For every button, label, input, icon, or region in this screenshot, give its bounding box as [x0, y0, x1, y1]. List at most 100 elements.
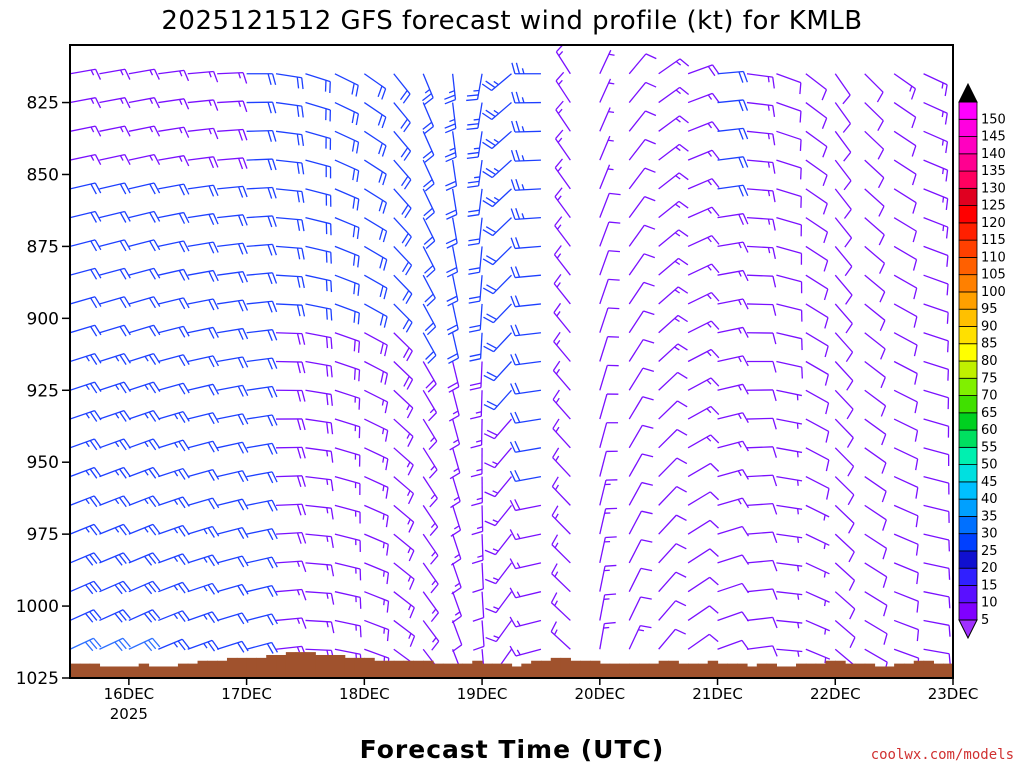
wind-barb	[599, 49, 615, 75]
terrain-column	[99, 666, 110, 678]
terrain-column	[756, 663, 768, 678]
wind-barb	[746, 645, 778, 657]
wind-barb	[628, 625, 652, 650]
colorbar-label: 5	[981, 613, 989, 628]
colorbar-segment	[958, 498, 978, 517]
wind-barb	[334, 389, 361, 410]
wind-barb	[334, 130, 360, 154]
wind-barb	[687, 178, 720, 190]
wind-barb	[893, 73, 917, 100]
wind-barb	[158, 211, 190, 224]
wind-barb	[473, 620, 485, 651]
wind-barb	[776, 274, 803, 294]
wind-barb	[555, 129, 571, 161]
wind-barb	[599, 78, 615, 103]
wind-barb	[893, 303, 918, 328]
wind-barb	[717, 355, 749, 367]
wind-barb	[422, 188, 435, 221]
colorbar-bottom-arrow	[958, 619, 978, 640]
terrain-column	[364, 657, 375, 678]
wind-barb	[128, 153, 161, 165]
wind-barb	[483, 389, 512, 411]
wind-barb	[187, 99, 219, 111]
x-tick-label: 20DEC	[575, 685, 626, 703]
wind-barb	[158, 98, 190, 110]
colorbar-segment	[958, 360, 978, 379]
wind-barb	[217, 299, 249, 312]
wind-barb	[158, 524, 190, 537]
wind-barb	[128, 97, 160, 109]
wind-barb	[864, 360, 886, 389]
wind-barb	[158, 354, 190, 367]
wind-barb	[552, 447, 571, 478]
wind-barb	[471, 534, 484, 565]
terrain-column	[658, 660, 670, 678]
wind-barb	[128, 552, 161, 566]
wind-barb	[393, 619, 416, 647]
terrain-column	[550, 657, 562, 678]
wind-barb	[276, 360, 306, 374]
wind-barb	[864, 245, 886, 274]
terrain-column	[805, 663, 817, 678]
wind-barb	[187, 611, 220, 624]
wind-barb	[446, 303, 459, 336]
wind-barb	[128, 609, 161, 623]
wind-barb	[334, 217, 360, 239]
wind-barb	[158, 581, 190, 594]
terrain-column	[511, 666, 522, 678]
wind-barb	[552, 389, 571, 420]
colorbar-label: 145	[981, 130, 1006, 145]
wind-barb	[864, 102, 884, 131]
wind-barb	[468, 303, 483, 333]
colorbar-label: 25	[981, 544, 998, 559]
wind-barb	[70, 125, 102, 137]
terrain-column	[619, 663, 630, 678]
wind-barb	[70, 182, 102, 195]
wind-barb	[217, 384, 249, 397]
wind-barb	[217, 327, 249, 340]
wind-barb	[893, 447, 919, 471]
wind-barb	[187, 383, 220, 396]
wind-barb	[305, 591, 335, 605]
wind-barb	[393, 418, 414, 447]
wind-barb	[422, 505, 439, 537]
wind-barb	[99, 125, 131, 137]
wind-barb	[128, 495, 161, 508]
terrain-column	[276, 654, 287, 678]
wind-barb	[422, 591, 440, 623]
wind-barb	[187, 269, 219, 282]
wind-barb	[187, 412, 220, 425]
wind-barb	[70, 210, 102, 223]
wind-barb	[466, 102, 483, 131]
wind-barb	[717, 326, 749, 338]
wind-barb	[834, 130, 852, 162]
terrain-column	[158, 666, 169, 678]
wind-barb	[393, 562, 415, 590]
wind-barb	[805, 504, 830, 521]
colorbar-label: 55	[981, 440, 998, 455]
colorbar-segment	[958, 308, 978, 327]
terrain-column	[79, 663, 91, 678]
wind-barb	[687, 519, 719, 535]
wind-barb	[746, 474, 778, 487]
plot-frame	[69, 44, 954, 679]
wind-barb	[70, 267, 102, 280]
wind-barb	[805, 274, 829, 301]
wind-barb	[422, 562, 439, 594]
wind-barb	[422, 274, 436, 307]
wind-barb	[554, 158, 571, 190]
wind-barb	[551, 563, 571, 593]
colorbar-segment	[958, 602, 978, 621]
wind-barb	[658, 229, 689, 247]
wind-barb	[482, 245, 512, 266]
wind-barb	[246, 329, 278, 342]
wind-barb	[805, 217, 829, 244]
colorbar-segment	[958, 291, 978, 310]
wind-barb	[483, 418, 512, 440]
wind-barb	[805, 418, 830, 443]
wind-barb	[776, 447, 803, 458]
wind-barb	[450, 476, 461, 509]
wind-barb	[687, 462, 720, 478]
wind-barb	[483, 332, 512, 353]
credit-text[interactable]: coolwx.com/models	[871, 747, 1014, 763]
